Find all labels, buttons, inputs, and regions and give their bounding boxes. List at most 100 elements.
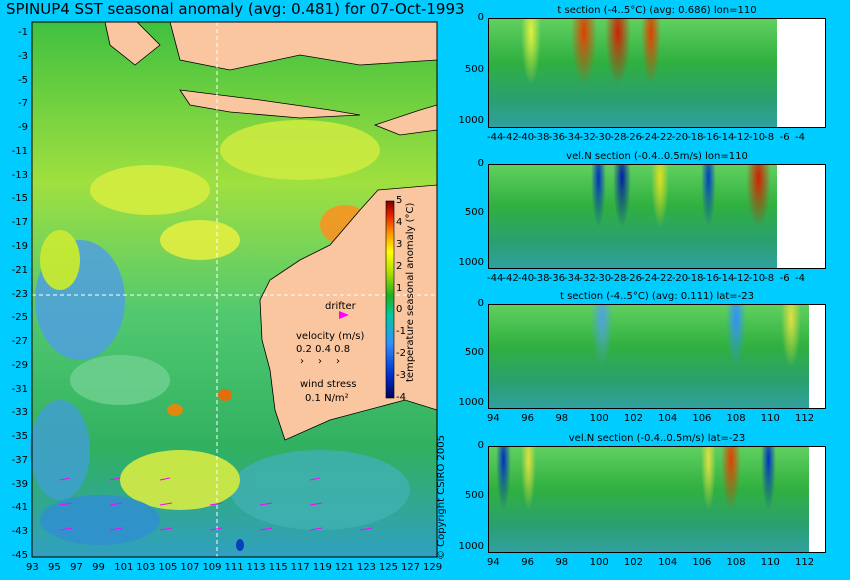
- panel-x-tick: -4: [795, 273, 805, 284]
- section-feature: [651, 165, 669, 228]
- lat-tick-label: -29: [11, 359, 28, 371]
- panel-x-tick: -8: [764, 132, 775, 143]
- colorbar-tick-label: 0: [396, 304, 403, 316]
- lat-tick-label: -33: [11, 407, 28, 419]
- lon-tick-label: 101: [114, 562, 134, 573]
- lat-tick-label: -31: [11, 383, 28, 395]
- colorbar-tick-label: -1: [396, 326, 406, 338]
- section-feature: [605, 19, 631, 85]
- lon-tick-label: 111: [224, 562, 244, 573]
- section-feature: [591, 165, 606, 228]
- panel-x-tick: -20: [671, 273, 689, 284]
- wind-stress-label: wind stress: [300, 379, 357, 390]
- velocity-arrows: ›››: [300, 356, 354, 367]
- panel-y-tick: 0: [477, 298, 484, 309]
- section-heatmap: [488, 304, 826, 409]
- panel-x-tick: -26: [625, 132, 642, 143]
- panel-x-tick: 102: [623, 557, 643, 568]
- lon-tick-label: 113: [246, 562, 266, 573]
- section-land: [809, 305, 825, 408]
- panel-x-tick: -24: [641, 273, 658, 284]
- panel-x-tick: 106: [692, 413, 712, 424]
- colorbar-tick-label: 1: [396, 282, 403, 294]
- panel-x-tick: 94: [487, 413, 500, 424]
- lat-tick-label: -13: [11, 169, 28, 181]
- panel-x-tick: -22: [656, 132, 673, 143]
- panel-x-tick: -38: [533, 273, 550, 284]
- panel-x-tick: -24: [641, 132, 658, 143]
- lat-tick-label: -27: [11, 336, 28, 348]
- panel-title: vel.N section (-0.4..0.5m/s) lon=110: [566, 151, 748, 162]
- panel-x-tick: -32: [579, 273, 596, 284]
- panel-x-tick: 96: [521, 557, 534, 568]
- panel-x-tick: -20: [671, 132, 689, 143]
- section-heatmap: [488, 446, 826, 553]
- lon-tick-label: 93: [26, 562, 39, 573]
- lat-tick-label: -5: [18, 74, 28, 86]
- panel-x-tick: -8: [764, 273, 775, 284]
- lat-tick-label: -1: [18, 27, 28, 38]
- panel-x-tick: -38: [533, 132, 550, 143]
- panel-x-tick: 100: [589, 557, 609, 568]
- lat-tick-label: -7: [18, 98, 28, 110]
- panel-x-tick: -16: [702, 132, 719, 143]
- section-feature: [701, 447, 716, 511]
- panel-x-tick: 94: [487, 557, 500, 568]
- colorbar-tick-label: 5: [396, 195, 403, 206]
- section-land: [809, 447, 825, 552]
- panel-x-tick: -10: [748, 132, 766, 143]
- colorbar-label: temperature seasonal anomaly (°C): [405, 202, 416, 382]
- panel-x-tick: 96: [521, 413, 534, 424]
- lon-tick-label: 99: [92, 562, 105, 573]
- wind-vectors: [59, 477, 373, 531]
- panel-x-tick: -12: [733, 273, 750, 284]
- wind-stress-scale: 0.1 N/m²: [305, 393, 349, 404]
- panel-title: vel.N section (-0.4..0.5m/s) lat=-23: [568, 433, 746, 444]
- panel-x-tick: -42: [502, 273, 519, 284]
- panel-y-tick: 500: [464, 490, 484, 502]
- lat-tick-label: -3: [18, 50, 28, 62]
- panel-x-tick: -14: [718, 132, 735, 143]
- colorbar: [385, 200, 395, 399]
- panel-x-tick: -36: [548, 132, 565, 143]
- lat-tick-label: -9: [18, 122, 28, 134]
- panel-x-tick: -36: [548, 273, 565, 284]
- section-feature: [721, 447, 741, 511]
- panel-x-tick: -10: [748, 273, 766, 284]
- lon-tick-label: 123: [356, 562, 376, 573]
- panel-x-tick: -40: [517, 273, 535, 284]
- panel-x-tick: -34: [564, 132, 581, 143]
- colorbar-tick-label: -4: [396, 392, 406, 403]
- lon-tick-label: 97: [70, 562, 83, 573]
- lon-tick-label: 95: [48, 562, 61, 573]
- section-land: [777, 19, 825, 127]
- lon-tick-label: 117: [290, 562, 310, 573]
- drifter-marker: [339, 311, 349, 319]
- panel-y-tick: 500: [464, 207, 484, 219]
- section-feature: [613, 165, 631, 228]
- lat-tick-label: -17: [11, 217, 28, 229]
- panel-x-tick: 108: [726, 413, 746, 424]
- panel-x-tick: 98: [555, 413, 569, 424]
- lon-tick-label: 109: [202, 562, 222, 573]
- section-feature: [521, 447, 536, 511]
- lat-tick-label: -11: [11, 145, 28, 157]
- lat-tick-label: -45: [11, 550, 28, 561]
- panel-x-tick: 112: [795, 413, 815, 424]
- lon-tick-label: 125: [378, 562, 398, 573]
- lon-tick-label: 121: [334, 562, 354, 573]
- panel-x-tick: 110: [760, 413, 780, 424]
- panel-x-tick: -4: [795, 132, 805, 143]
- lat-tick-label: -41: [11, 502, 28, 514]
- panel-y-tick: 500: [464, 63, 484, 75]
- panel-x-tick: -16: [702, 273, 719, 284]
- panel-x-tick: 112: [795, 557, 815, 568]
- panel-title: t section (-4..5°C) (avg: 0.111) lat=-23: [559, 291, 755, 302]
- panel-x-tick: -40: [517, 132, 535, 143]
- section-feature: [591, 305, 613, 368]
- colorbar-tick-label: -2: [396, 348, 406, 360]
- drifter-label: drifter: [325, 301, 356, 312]
- colorbar-tick-label: 2: [396, 260, 403, 272]
- panel-y-tick: 0: [477, 158, 484, 169]
